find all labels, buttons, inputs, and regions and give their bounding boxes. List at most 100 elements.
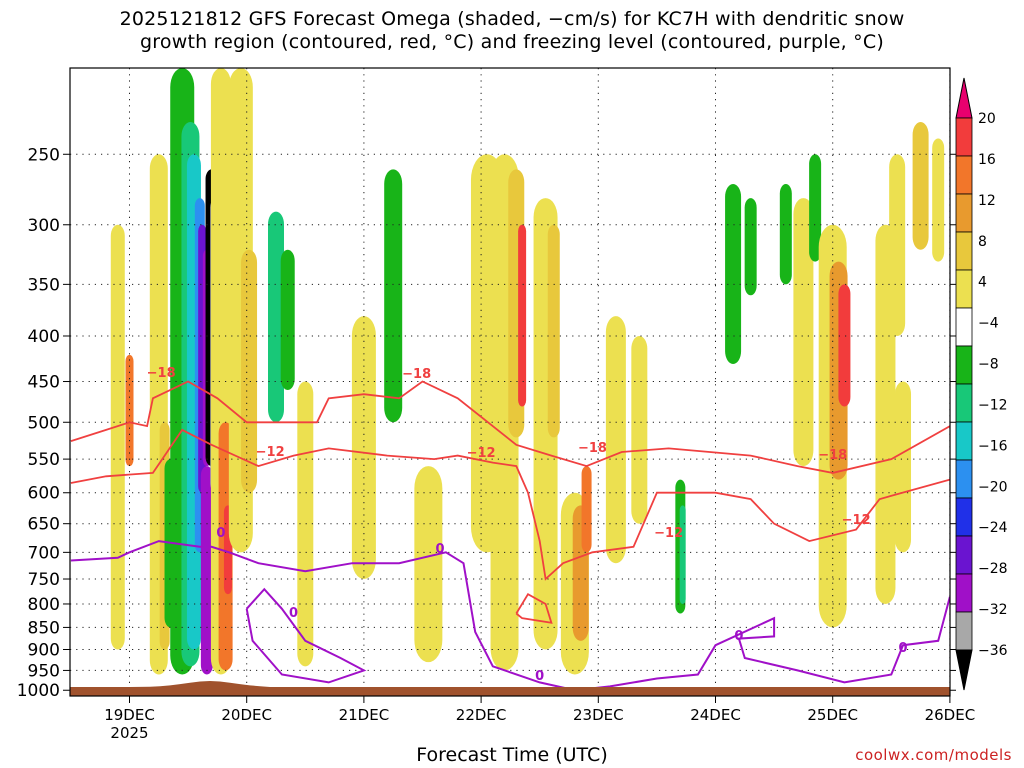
colorbar-label: 4 [978,275,987,291]
dgz-contour-line [70,428,950,581]
omega-blob [384,169,403,423]
dgz-contour-label: −12 [467,446,496,461]
colorbar-label: 12 [978,193,996,209]
colorbar-label: −24 [978,520,1008,536]
freezing-contour-label: 0 [535,669,544,684]
colorbar-label: −28 [978,561,1008,577]
colorbar-label: −36 [978,643,1008,659]
y-tick-label: 500 [28,413,60,433]
colorbar-swatch [955,421,973,461]
dgz-contour-line [70,380,950,474]
y-tick-label: 650 [28,515,60,535]
omega-blob [631,335,648,524]
colorbar-swatch [955,307,973,347]
omega-blob [809,154,822,262]
omega-blob [200,466,213,675]
freezing-contour-label: 0 [734,629,743,644]
x-year-label: 2025 [110,724,148,742]
freezing-level-contours [70,540,950,692]
omega-blob [125,354,134,467]
omega-blob [725,184,742,364]
colorbar-label: −4 [978,316,999,332]
x-tick-label: 19DEC [104,706,155,724]
freezing-contour-line [70,540,950,692]
colorbar-bottom-arrow [955,649,973,691]
freezing-contour-label: 0 [436,542,445,557]
omega-blob [679,505,686,604]
omega-shading [110,68,945,675]
omega-blob [895,381,912,553]
y-tick-label: 800 [28,595,60,615]
omega-blob [889,154,906,336]
colorbar-swatch [955,383,973,423]
colorbar-top-arrow [955,77,973,119]
y-tick-label: 850 [28,618,60,638]
colorbar-label: −32 [978,602,1008,618]
freezing-contour-label: 0 [898,641,907,656]
colorbar-label: 16 [978,152,996,168]
y-tick-label: 300 [28,216,60,236]
contour-labels: −18 −12 −12 −18 −18 −12 −18 −12 0 0 0 0 0 0 [147,366,908,684]
colorbar: 20 16 12 8 4 −4 −8 −12 −16 −20 −24 −28 −32 −36 [955,77,1008,691]
omega-blob [932,138,945,262]
dgz-contour-label: −18 [147,366,176,381]
y-tick-label: 550 [28,450,60,470]
title-line-1: 2025121812 GFS Forecast Omega (shaded, −… [119,8,905,30]
omega-blob [605,316,626,564]
x-axis-label: Forecast Time (UTC) [416,744,608,766]
dgz-contour-label: −18 [402,367,431,382]
y-tick-label: 450 [28,373,60,393]
colorbar-swatch [955,459,973,499]
x-tick-label: 23DEC [573,706,624,724]
dgz-contours [70,380,950,624]
title-line-2: growth region (contoured, red, °C) and f… [140,31,884,53]
x-tick-label: 21DEC [339,706,390,724]
y-tick-label: 600 [28,484,60,504]
colorbar-swatch [955,535,973,575]
dgz-contour-label: −18 [578,441,607,456]
colorbar-label: −12 [978,397,1008,413]
x-tick-label: 22DEC [456,706,507,724]
dgz-contour-label: −12 [842,513,871,528]
freezing-contour-label: 0 [216,526,225,541]
colorbar-swatch [955,611,973,651]
x-axis: 19DEC 20DEC 21DEC 22DEC 23DEC 24DEC 25DEC 26DEC… [104,696,975,742]
terrain-strip [70,681,950,696]
colorbar-swatch [955,231,973,271]
colorbar-swatch [955,193,973,233]
colorbar-label: −20 [978,479,1008,495]
x-tick-label: 25DEC [807,706,858,724]
credit-text: coolwx.com/models [855,746,1012,764]
dgz-contour-line [515,592,553,624]
y-tick-label: 350 [28,275,60,295]
dgz-contour-label: −18 [818,448,847,463]
omega-blob [547,224,560,438]
omega-blob [518,224,527,407]
omega-blob [838,284,851,407]
omega-blob [110,224,125,650]
dgz-contour-label: −12 [654,526,683,541]
omega-blob [779,184,792,285]
colorbar-swatch [955,155,973,195]
freezing-contour-line [245,587,367,684]
x-tick-label: 24DEC [690,706,741,724]
omega-blob [793,198,814,467]
colorbar-label: 8 [978,234,987,250]
colorbar-swatch [955,345,973,385]
colorbar-swatch [955,117,973,157]
y-tick-label: 900 [28,641,60,661]
colorbar-swatch [955,497,973,537]
y-tick-label: 250 [28,145,60,165]
x-tick-label: 26DEC [925,706,976,724]
omega-blob [581,466,592,553]
omega-blob [744,198,757,296]
omega-blob [268,211,284,423]
x-tick-label: 20DEC [221,706,272,724]
omega-blob [241,249,258,493]
freezing-contour-label: 0 [289,606,298,621]
y-tick-label: 1000 [17,681,60,701]
y-tick-label: 400 [28,327,60,347]
colorbar-label: −16 [978,438,1008,454]
colorbar-swatch [955,269,973,309]
